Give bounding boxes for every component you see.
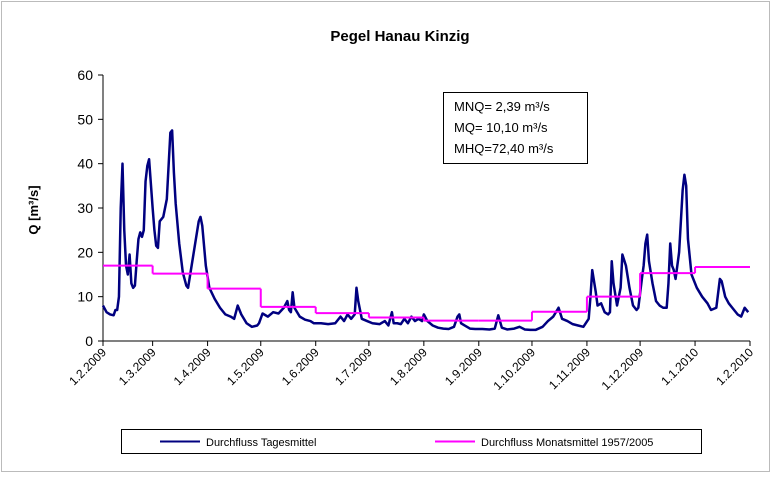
legend-label: Durchfluss Tagesmittel — [206, 437, 316, 449]
y-tick-label: 60 — [77, 67, 93, 83]
legend — [121, 429, 702, 454]
y-tick-label: 0 — [85, 333, 93, 349]
annotation: MHQ=72,40 m³/s — [454, 141, 554, 156]
y-tick-label: 40 — [77, 156, 93, 172]
series-line — [101, 129, 750, 332]
chart-border — [1, 1, 770, 472]
annotation: MNQ= 2,39 m³/s — [454, 99, 550, 114]
annotation: MQ= 10,10 m³/s — [454, 120, 548, 135]
legend-label: Durchfluss Monatsmittel 1957/2005 — [481, 437, 653, 449]
y-tick-label: 50 — [77, 111, 93, 127]
annotation-box — [443, 92, 588, 164]
y-tick-label: 20 — [77, 244, 93, 260]
chart-title: Pegel Hanau Kinzig — [330, 28, 469, 45]
y-axis-label: Q [m³/s] — [26, 185, 41, 234]
y-tick-label: 10 — [77, 289, 93, 305]
y-tick-label: 30 — [77, 200, 93, 216]
